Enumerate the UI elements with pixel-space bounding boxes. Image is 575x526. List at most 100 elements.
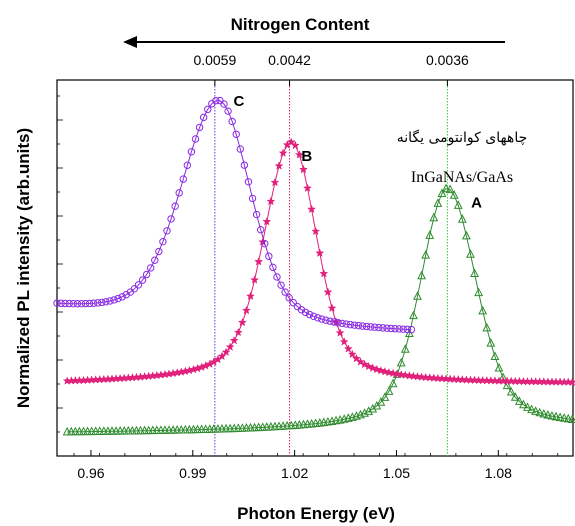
x-tick-label-3: 1.05 xyxy=(383,465,410,481)
point-A xyxy=(368,403,378,413)
point-C xyxy=(358,322,367,330)
point-A xyxy=(506,386,516,396)
point-C xyxy=(118,293,126,301)
point-A xyxy=(555,412,565,422)
series-A: A xyxy=(62,183,575,436)
point-A xyxy=(531,406,541,415)
point-A xyxy=(413,291,422,300)
point-C xyxy=(94,299,102,307)
point-B xyxy=(339,337,349,346)
point-B xyxy=(299,164,308,174)
point-C xyxy=(114,294,122,303)
point-C xyxy=(261,239,269,248)
point-A xyxy=(425,230,435,239)
point-C xyxy=(269,263,277,272)
point-A xyxy=(384,386,394,395)
point-C xyxy=(142,270,151,279)
point-C xyxy=(395,325,403,333)
point-A xyxy=(388,378,398,388)
point-C xyxy=(98,298,106,307)
point-C xyxy=(191,135,200,143)
point-C xyxy=(285,294,293,302)
point-C xyxy=(171,202,179,210)
point-B xyxy=(327,303,337,313)
point-A xyxy=(445,184,455,194)
point-B xyxy=(286,137,296,146)
point-B xyxy=(290,140,300,150)
point-C xyxy=(89,299,98,307)
point-A xyxy=(547,410,557,420)
point-C xyxy=(338,319,346,328)
point-C xyxy=(277,281,285,289)
top-tick-label-2: 0.0036 xyxy=(426,52,469,68)
point-B xyxy=(278,148,288,157)
point-B xyxy=(315,248,325,257)
point-A xyxy=(461,230,471,240)
point-A xyxy=(380,392,390,401)
point-B xyxy=(307,204,317,214)
x-tick-label-0: 0.96 xyxy=(77,465,104,481)
point-C xyxy=(187,148,196,156)
series-label-B: B xyxy=(301,148,312,165)
point-C xyxy=(53,299,61,307)
point-B xyxy=(417,372,427,381)
plot-frame xyxy=(56,79,574,457)
point-B xyxy=(233,327,243,337)
point-A xyxy=(364,406,374,415)
point-B xyxy=(408,371,418,381)
point-C xyxy=(138,276,147,284)
point-A xyxy=(400,344,410,353)
point-B xyxy=(217,351,227,361)
point-C xyxy=(73,300,82,308)
point-C xyxy=(220,100,228,108)
series-B: B xyxy=(62,137,575,386)
point-B xyxy=(229,335,239,345)
point-A xyxy=(559,413,569,422)
point-C xyxy=(366,323,375,331)
point-A xyxy=(535,407,545,417)
point-A xyxy=(514,396,524,405)
point-C xyxy=(228,117,236,126)
point-C xyxy=(183,161,192,169)
point-B xyxy=(270,177,280,187)
point-C xyxy=(106,297,114,305)
point-C xyxy=(407,325,416,334)
point-A xyxy=(478,305,488,315)
point-C xyxy=(354,321,363,330)
top-tick-label-1: 0.0042 xyxy=(268,52,311,68)
point-C xyxy=(57,299,65,308)
point-A xyxy=(527,404,537,414)
annotation-persian: چاههای کوانتومی یگانه xyxy=(397,129,527,146)
point-A xyxy=(441,183,451,193)
series-line-A xyxy=(67,188,573,433)
point-B xyxy=(250,275,260,284)
point-B xyxy=(384,367,394,377)
point-A xyxy=(502,380,512,390)
point-A xyxy=(433,198,443,207)
point-A xyxy=(396,357,406,367)
point-C xyxy=(342,320,350,328)
point-A xyxy=(519,399,528,409)
point-C xyxy=(362,322,371,331)
point-C xyxy=(224,107,232,115)
point-C xyxy=(371,323,379,331)
series-line-C xyxy=(56,100,412,331)
point-A xyxy=(470,268,479,277)
x-tick-label-4: 1.08 xyxy=(485,465,512,481)
point-C xyxy=(334,319,342,327)
point-C xyxy=(375,323,383,332)
y-axis-title: Normalized PL intensity (arb.units) xyxy=(14,128,33,408)
point-C xyxy=(330,318,338,326)
top-tick-label-0: 0.0059 xyxy=(193,52,236,68)
point-A xyxy=(409,310,418,320)
x-tick-label-1: 0.99 xyxy=(179,465,206,481)
point-B xyxy=(266,196,276,206)
point-C xyxy=(212,97,220,105)
point-B xyxy=(303,183,312,192)
point-C xyxy=(305,310,314,319)
point-A xyxy=(539,408,549,418)
point-A xyxy=(567,414,575,423)
point-C xyxy=(155,247,163,256)
point-B xyxy=(567,377,575,386)
